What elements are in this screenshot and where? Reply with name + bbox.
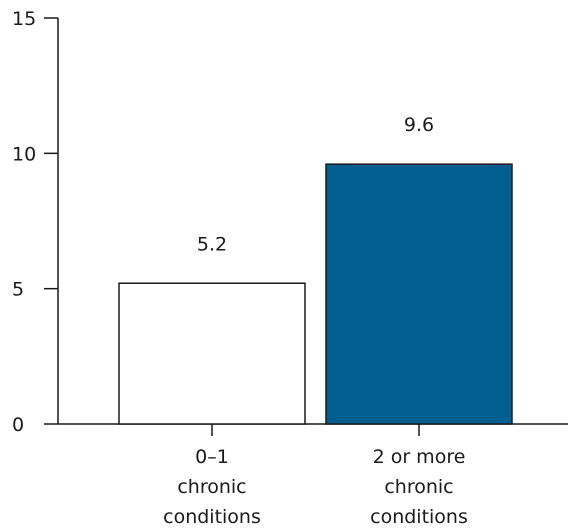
y-tick-label: 10 — [12, 143, 36, 165]
x-category-label-line: conditions — [370, 506, 468, 528]
bar-value-label: 9.6 — [404, 114, 434, 136]
y-tick-label: 15 — [12, 8, 36, 30]
y-tick-label: 0 — [12, 414, 24, 436]
bars — [118, 163, 513, 425]
x-category-label-line: chronic — [177, 476, 246, 498]
bar — [118, 282, 306, 425]
x-category-label-line: conditions — [163, 506, 261, 528]
x-category-label-line: chronic — [384, 476, 453, 498]
labels: 5.2 9.6 0–1 chronic conditions 2 or more chron… — [163, 114, 468, 528]
y-tick-label: 5 — [12, 279, 24, 301]
x-category-label: 0–1 chronic conditions — [163, 446, 261, 528]
x-category-label: 2 or more chronic conditions — [370, 446, 468, 528]
x-category-label-line: 0–1 — [195, 446, 229, 468]
x-category-label-line: 2 or more — [373, 446, 466, 468]
bar-value-label: 5.2 — [197, 233, 227, 255]
bar — [325, 163, 513, 425]
